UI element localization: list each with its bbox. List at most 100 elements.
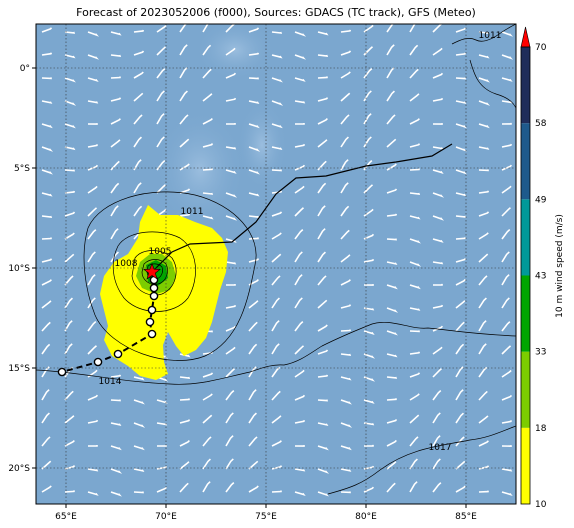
wind-barb-icon	[501, 468, 513, 472]
wind-barb-icon	[41, 321, 51, 332]
wind-barb-icon	[87, 297, 96, 309]
wind-barb-icon	[409, 414, 420, 424]
wind-barb-icon	[87, 54, 100, 60]
wind-barb-icon	[133, 491, 144, 494]
wind-barb-icon	[501, 31, 514, 37]
track-point[interactable]	[57, 367, 67, 377]
wind-barb-icon	[225, 122, 236, 125]
wind-barb-icon	[455, 278, 466, 286]
storm-center-star-icon[interactable]	[143, 262, 161, 280]
wind-barb-icon	[202, 93, 213, 102]
wind-barb-icon	[156, 208, 167, 217]
isobar-contours	[36, 24, 516, 495]
wind-barb-icon	[248, 389, 257, 401]
wind-barb-icon	[64, 275, 74, 286]
wind-barb-icon	[110, 445, 122, 451]
wind-barb-icon	[501, 228, 511, 240]
wind-barb-icon	[317, 349, 329, 355]
wind-barb-icon	[41, 77, 52, 80]
wind-barb-icon	[156, 24, 167, 33]
wind-barb-icon	[294, 54, 307, 60]
wind-barb-icon	[225, 482, 235, 493]
wind-barb-icon	[409, 168, 420, 171]
wind-barb-icon	[501, 345, 512, 355]
track-point[interactable]	[149, 283, 159, 293]
wind-barb-icon	[478, 490, 489, 493]
wind-barb-icon	[478, 320, 487, 332]
wind-barb-icon	[294, 123, 305, 125]
wind-barb-icon	[133, 399, 145, 405]
wind-barb-icon	[386, 330, 398, 336]
y-tick-label: 5°S	[14, 164, 30, 174]
wind-barb-icon	[409, 143, 421, 148]
wind-barb-icon	[478, 146, 490, 150]
wind-barb-icon	[455, 123, 467, 129]
wind-barb-icon	[317, 399, 328, 402]
wind-barb-icon	[179, 353, 191, 358]
wind-barb-icon	[386, 353, 398, 358]
wind-shading-patch	[237, 100, 287, 190]
wind-barb-icon	[64, 390, 74, 401]
wind-barb-icon	[225, 146, 237, 150]
wind-barb-icon	[225, 368, 236, 378]
wind-barb-icon	[478, 275, 488, 286]
track-point[interactable]	[147, 329, 157, 339]
wind-barb-icon	[386, 138, 397, 148]
wind-barb-icon	[225, 192, 238, 198]
wind-barb-icon	[386, 261, 398, 266]
track-point[interactable]	[113, 349, 123, 359]
wind-barb-icon	[202, 192, 214, 195]
wind-swath-10-18	[100, 205, 228, 380]
wind-barb-icon	[202, 215, 214, 220]
wind-barb-icon	[87, 207, 98, 217]
wind-barb-icon	[317, 491, 329, 497]
wind-barb-icon	[363, 136, 372, 148]
wind-barb-icon	[432, 123, 443, 125]
wind-barb-icon	[455, 52, 467, 56]
wind-barb-icon	[455, 192, 467, 197]
wind-barb-icon	[248, 123, 260, 129]
wind-barb-icon	[409, 192, 421, 196]
wind-barb-icon	[317, 97, 329, 102]
wind-barb-icon	[202, 436, 212, 447]
wind-barb-icon	[248, 485, 259, 493]
wind-barb-icon	[501, 369, 512, 378]
wind-barb-icon	[455, 77, 466, 80]
wind-barb-icon	[271, 415, 282, 424]
wind-barb-icon	[409, 393, 420, 401]
track-point[interactable]	[93, 357, 103, 367]
wind-barb-icon	[156, 399, 168, 404]
colorbar-tick-label: 49	[535, 195, 547, 205]
wind-barb-icon	[87, 320, 97, 332]
wind-barb-icon	[478, 77, 490, 83]
wind-barb-icon	[478, 440, 489, 447]
track-point[interactable]	[145, 317, 155, 327]
wind-barb-icon	[478, 390, 488, 401]
track-point[interactable]	[147, 305, 157, 315]
colorbar-tick-label: 58	[535, 119, 547, 129]
wind-barb-icon	[156, 90, 165, 102]
wind-barb-icon	[271, 440, 282, 447]
wind-barb-icon	[64, 77, 76, 83]
wind-barb-icon	[501, 297, 510, 309]
wind-barb-icon	[294, 100, 306, 104]
wind-barb-icon	[432, 368, 442, 378]
wind-barb-icon	[455, 237, 466, 240]
wind-barb-icon	[225, 435, 234, 447]
wind-barb-icon	[455, 436, 465, 447]
wind-barb-icon	[386, 67, 395, 79]
wind-barb-icon	[248, 366, 257, 378]
wind-barb-icon	[432, 412, 441, 424]
wind-barb-icon	[501, 54, 514, 60]
wind-barb-icon	[133, 445, 145, 451]
wind-barb-icon	[225, 284, 236, 286]
wind-barb-icon	[41, 460, 52, 470]
wind-barb-icon	[248, 52, 260, 56]
wind-barb-icon	[432, 169, 444, 174]
wind-barb-icon	[363, 113, 372, 125]
wind-barb-icon	[317, 76, 328, 79]
wind-barb-icon	[501, 445, 512, 447]
wind-barb-icon	[179, 138, 190, 148]
track-point[interactable]	[149, 291, 159, 301]
